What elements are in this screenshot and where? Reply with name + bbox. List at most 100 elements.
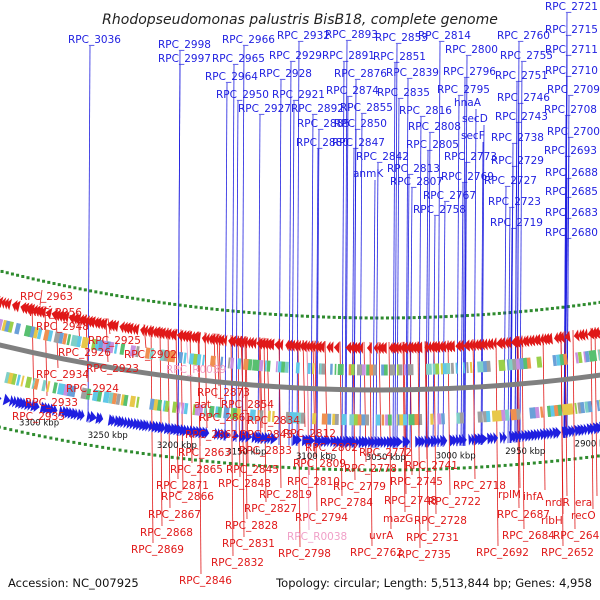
gc-dot [236, 310, 240, 314]
gene-arrow [68, 312, 76, 325]
gene-label: RPC_2778 [344, 463, 397, 475]
gc-dot [32, 433, 36, 437]
leader-line [189, 330, 193, 464]
gene-arrow [396, 341, 402, 354]
gene-arrow [60, 310, 67, 323]
gene-arrow [86, 315, 93, 328]
gc-dot [332, 315, 336, 319]
gc-dot [521, 462, 525, 466]
gc-dot [550, 306, 554, 310]
gc-dot [471, 313, 475, 317]
cog-block [62, 333, 68, 345]
gc-dot [567, 457, 571, 461]
gene-arrow [389, 341, 393, 354]
gc-dot [10, 272, 14, 276]
leader-line [378, 341, 382, 447]
gc-dot [275, 465, 279, 469]
gene-label: RPC_R0039 [166, 364, 226, 376]
gc-dot [492, 312, 496, 316]
gc-dot [72, 440, 76, 444]
cog-block [242, 358, 249, 371]
cog-block [259, 410, 264, 422]
gene-arrow [264, 338, 272, 351]
gc-dot [524, 309, 528, 313]
gene-arrow [107, 414, 116, 426]
gene-label: RPC_2873 [197, 387, 250, 399]
gc-dot [380, 468, 384, 472]
gc-dot [579, 456, 583, 460]
gene-arrow [373, 341, 378, 354]
gc-dot [369, 316, 373, 320]
cog-block [129, 345, 137, 357]
gene-arrow [109, 319, 117, 332]
gene-label: RPC_2802 [305, 442, 358, 454]
gene-label: RPC_2963 [20, 291, 73, 303]
gc-dot [364, 316, 368, 320]
gene-label: rplM [498, 489, 521, 501]
gene-arrow [201, 332, 207, 345]
gene-arrow [471, 433, 476, 446]
gene-label: RPC_2876 [334, 68, 387, 80]
gene-label: RPC_2784 [320, 497, 373, 509]
gene-arrow [346, 435, 354, 448]
cog-block [249, 409, 256, 421]
cog-block [266, 360, 271, 372]
gene-arrow [406, 341, 411, 354]
gc-dot [476, 313, 480, 317]
gene-label: RPC_2835 [377, 87, 430, 99]
gc-dot [164, 455, 168, 459]
gene-label: uvrA [369, 530, 394, 542]
cog-block [375, 414, 381, 426]
gene-arrow [487, 337, 494, 350]
cog-block [119, 343, 126, 356]
gene-arrow [239, 430, 246, 443]
gene-label: RPC_2932 [277, 30, 330, 42]
gene-label: RPC_3036 [68, 34, 121, 46]
gene-labels: RPC_3036 RPC_2998 RPC_2997 RPC_2966 RPC_2965… [12, 1, 600, 587]
gene-arrow [218, 334, 225, 347]
leader-line [314, 340, 318, 512]
gc-dot [14, 429, 18, 433]
gene-label: RPC_2692 [476, 547, 529, 559]
cog-block [300, 412, 305, 424]
gc-dot [550, 459, 554, 463]
gene-label: aat [194, 399, 211, 411]
gc-dot [421, 467, 425, 471]
gene-label: RPC_2948 [36, 321, 89, 333]
leader-line [418, 116, 422, 448]
gc-dot [141, 298, 145, 302]
gene-label: RPC_2839 [386, 67, 439, 79]
gene-arrow [185, 424, 192, 437]
cog-block [539, 406, 544, 418]
gc-dot [544, 460, 548, 464]
gene-arrow [117, 415, 125, 428]
leader-line [150, 325, 154, 544]
gene-arrow [377, 341, 381, 354]
gene-label: RPC_2693 [544, 145, 597, 157]
cog-block [321, 413, 328, 425]
gc-dot [89, 443, 93, 447]
gene-arrow [402, 435, 410, 448]
gc-dot [304, 466, 308, 470]
gene-label: RPC_2966 [222, 34, 275, 46]
gc-dot [462, 466, 466, 470]
gene-arrow [208, 333, 213, 346]
gene-label: RPC_2865 [170, 464, 223, 476]
gc-dot [189, 304, 193, 308]
gene-label: RPC_2866 [161, 491, 214, 503]
cog-block [183, 402, 189, 415]
gene-arrow [319, 341, 325, 354]
gene-label: RPC_2964 [205, 71, 258, 83]
leader-line [31, 303, 35, 411]
gene-label: RPC_2741 [405, 460, 458, 472]
gene-arrow [163, 327, 169, 340]
gc-dot [375, 468, 379, 472]
gene-arrow [32, 304, 38, 317]
gene-label: RPC_2924 [66, 383, 119, 395]
gc-dot [423, 315, 427, 319]
gene-arrow [479, 338, 485, 351]
gene-label: RPC_2921 [272, 89, 325, 101]
cog-block [46, 380, 51, 393]
gc-dot [573, 457, 577, 461]
